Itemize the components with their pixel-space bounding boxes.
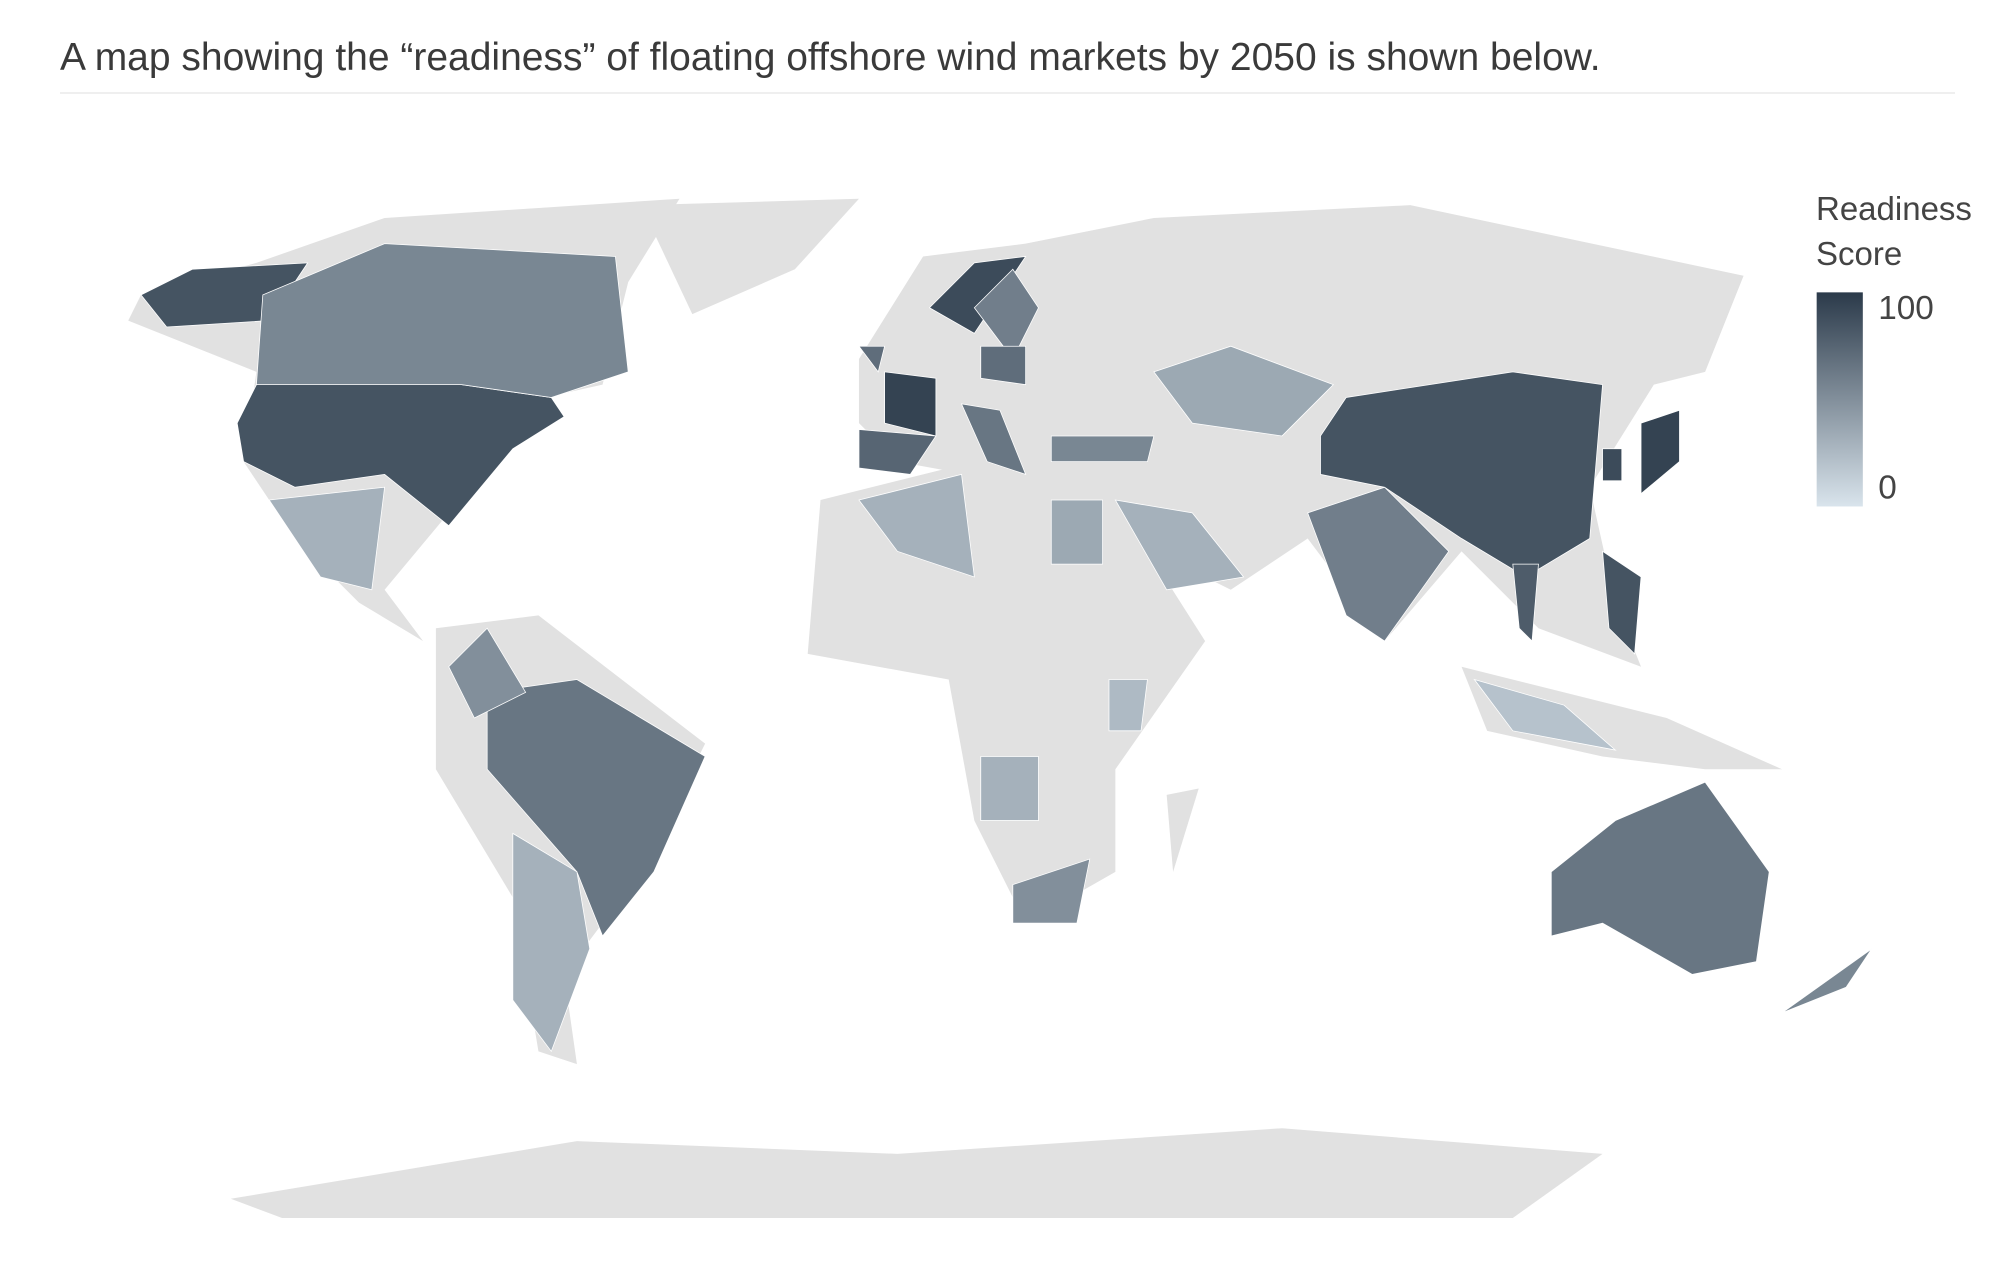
region-shape bbox=[1050, 499, 1103, 565]
region-shape bbox=[1050, 435, 1155, 462]
region-shape bbox=[1640, 409, 1680, 495]
legend-tick-label: 100 bbox=[1878, 290, 1934, 327]
region bbox=[858, 429, 937, 475]
region bbox=[973, 268, 1039, 360]
legend-tick-label: 0 bbox=[1878, 470, 1897, 507]
region bbox=[268, 486, 386, 591]
legend-title: Readiness Score bbox=[1816, 190, 1972, 272]
region bbox=[980, 345, 1027, 386]
region-shape bbox=[448, 627, 527, 719]
land bbox=[641, 198, 859, 315]
region-shape bbox=[1781, 948, 1873, 1014]
region bbox=[1640, 409, 1680, 495]
region-shape bbox=[858, 345, 886, 373]
region bbox=[1114, 499, 1245, 591]
region-shape bbox=[858, 473, 975, 578]
region bbox=[255, 243, 629, 398]
region bbox=[1602, 448, 1623, 482]
region bbox=[1781, 948, 1873, 1014]
region-shape bbox=[1108, 679, 1148, 732]
land bbox=[1461, 666, 1783, 770]
land bbox=[230, 1128, 1603, 1218]
colorbar bbox=[1816, 292, 1863, 507]
regions bbox=[140, 243, 1873, 1053]
region bbox=[858, 345, 886, 373]
region-shape bbox=[255, 243, 629, 398]
region bbox=[1320, 371, 1603, 578]
page-title: A map showing the “readiness” of floatin… bbox=[60, 36, 1601, 79]
region-shape bbox=[1307, 486, 1450, 642]
region bbox=[1602, 550, 1642, 655]
title-rule bbox=[60, 92, 1955, 94]
region-shape bbox=[1602, 448, 1623, 482]
region-shape bbox=[858, 429, 937, 475]
region-shape bbox=[512, 832, 591, 1053]
region bbox=[980, 756, 1039, 821]
region bbox=[512, 832, 591, 1053]
region bbox=[1108, 679, 1148, 732]
region bbox=[486, 679, 706, 937]
region-shape bbox=[960, 403, 1027, 476]
region bbox=[1050, 435, 1155, 462]
region-shape bbox=[1602, 550, 1642, 655]
region-shape bbox=[980, 756, 1039, 821]
region-shape bbox=[1114, 499, 1245, 591]
region-shape bbox=[928, 255, 1027, 334]
region bbox=[858, 473, 975, 578]
region bbox=[1512, 563, 1539, 642]
region bbox=[1050, 499, 1103, 565]
region bbox=[928, 255, 1027, 334]
region-shape bbox=[980, 345, 1027, 386]
region-shape bbox=[1012, 858, 1091, 924]
region-shape bbox=[1550, 781, 1770, 975]
region-shape bbox=[1320, 371, 1603, 578]
region bbox=[1153, 345, 1335, 437]
region-shape bbox=[973, 268, 1039, 360]
region-shape bbox=[486, 679, 706, 937]
region-shape bbox=[1473, 678, 1617, 751]
region-shape bbox=[1153, 345, 1335, 437]
region bbox=[1550, 781, 1770, 975]
land bbox=[807, 461, 1206, 924]
region bbox=[448, 627, 527, 719]
land bbox=[1166, 788, 1199, 872]
region bbox=[1012, 858, 1091, 924]
region bbox=[1473, 678, 1617, 751]
region bbox=[1307, 486, 1450, 642]
region-shape bbox=[268, 486, 386, 591]
region bbox=[960, 403, 1027, 476]
region-shape bbox=[1512, 563, 1539, 642]
